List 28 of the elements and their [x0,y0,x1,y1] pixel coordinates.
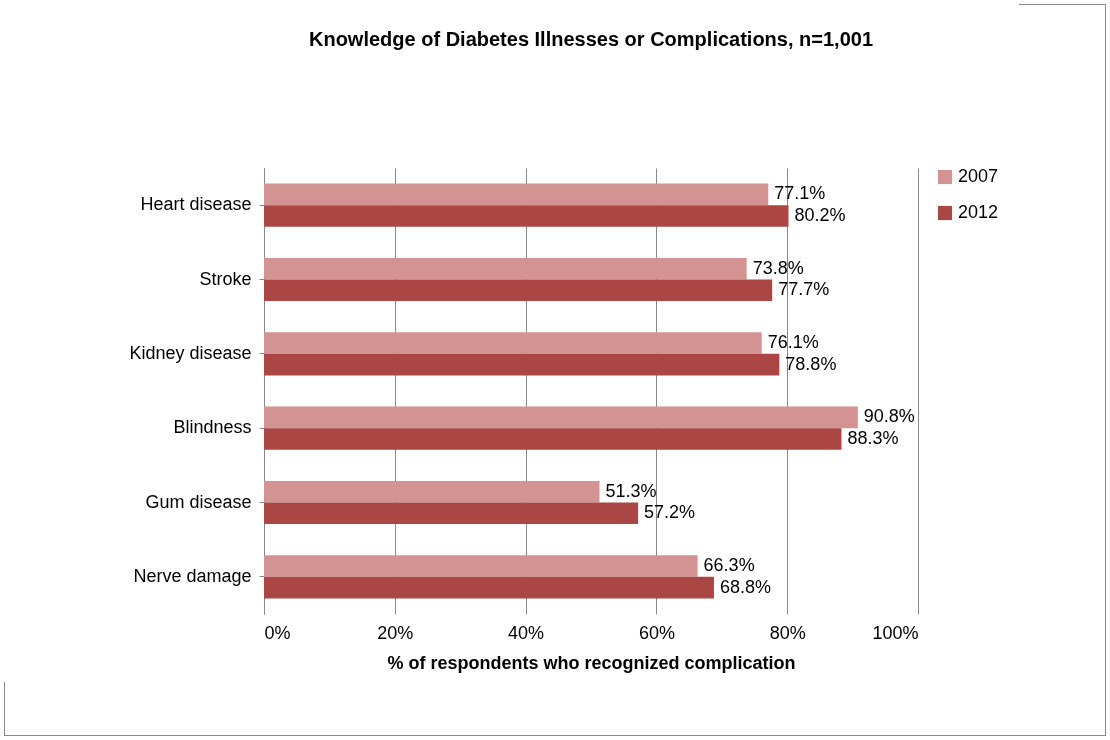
x-axis-title: % of respondents who recognized complication [387,652,796,673]
x-tick-label: 80% [769,622,806,643]
y-tick-label: Kidney disease [129,342,252,363]
data-label: 78.8% [785,353,837,374]
y-tick-label: Heart disease [140,194,252,215]
x-tick-label: 20% [377,622,414,643]
data-label: 68.8% [719,576,771,597]
y-tick-label: Nerve damage [133,565,252,586]
data-label: 90.8% [863,406,915,427]
data-label: 76.1% [767,332,819,353]
y-tick-label: Stroke [199,268,252,289]
legend-label: 2007 [958,166,999,186]
data-label: 88.3% [847,427,899,448]
x-tick-label: 60% [638,622,675,643]
x-tick-label: 40% [508,622,545,643]
data-label: 80.2% [794,204,846,225]
data-label: 57.2% [644,502,696,523]
data-label: 77.7% [778,279,830,300]
x-tick-label: 0% [264,622,291,643]
data-label: 73.8% [752,257,804,278]
chart-title: Knowledge of Diabetes Illnesses or Complications, n=1,001 [308,28,874,50]
y-tick-label: Gum disease [145,491,252,512]
x-tick-label: 100% [872,622,919,643]
y-tick-label: Blindness [173,417,252,438]
legend-label: 2012 [958,202,999,222]
data-label: 66.3% [703,555,755,576]
data-label: 77.1% [774,183,826,204]
data-label: 51.3% [605,480,657,501]
